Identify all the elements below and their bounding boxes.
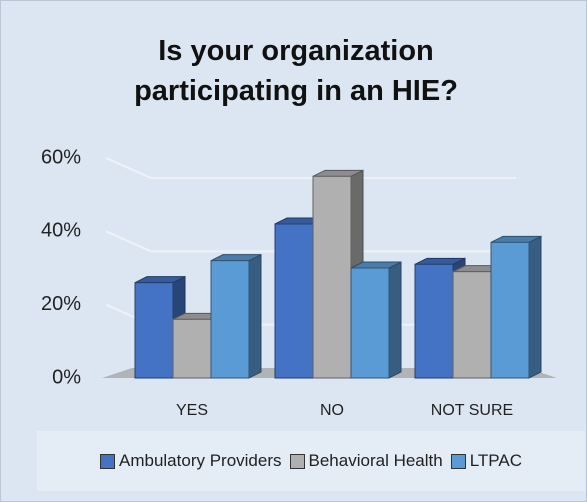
bar-front xyxy=(312,175,352,379)
bar-front xyxy=(490,241,530,379)
y-tick-label: 20% xyxy=(41,293,81,315)
legend-item: LTPAC xyxy=(450,451,522,471)
bar-side xyxy=(528,235,542,379)
bar xyxy=(350,261,402,379)
grid-line xyxy=(105,157,516,179)
bar-front xyxy=(134,282,174,379)
chart-title: Is your organization participating in an… xyxy=(134,35,458,107)
bar-front xyxy=(172,318,212,379)
bar-front xyxy=(350,267,390,379)
legend-label: LTPAC xyxy=(469,451,522,470)
bar-front xyxy=(274,223,314,379)
x-tick-label: NOT SURE xyxy=(431,402,513,419)
legend-swatch xyxy=(289,453,305,469)
bar-front xyxy=(210,260,250,379)
bar-side xyxy=(248,253,262,379)
bar-front xyxy=(452,271,492,379)
x-tick-label: YES xyxy=(176,402,208,419)
legend-item: Ambulatory Providers xyxy=(100,451,282,471)
y-tick-label: 60% xyxy=(41,146,81,168)
legend: Ambulatory Providers Behavioral Health LTP… xyxy=(37,431,585,491)
bar-side xyxy=(388,261,402,379)
legend-item: Behavioral Health xyxy=(289,451,443,471)
bar xyxy=(490,235,542,379)
legend-swatch xyxy=(450,453,466,469)
y-tick-label: 0% xyxy=(52,366,81,388)
legend-swatch xyxy=(100,453,115,469)
x-tick-label: NO xyxy=(320,402,344,419)
legend-label: Behavioral Health xyxy=(308,451,443,470)
grid-line xyxy=(105,230,516,253)
bar xyxy=(210,253,262,379)
y-tick-label: 40% xyxy=(41,220,81,242)
bar-front xyxy=(414,263,454,379)
legend-label: Ambulatory Providers xyxy=(119,451,282,470)
